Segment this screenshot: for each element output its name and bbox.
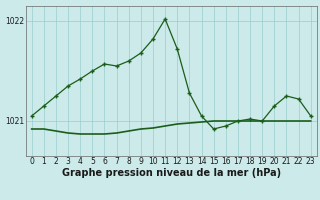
X-axis label: Graphe pression niveau de la mer (hPa): Graphe pression niveau de la mer (hPa) (62, 168, 281, 178)
